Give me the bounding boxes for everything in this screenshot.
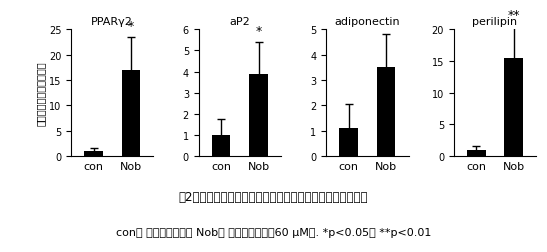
Text: *: * xyxy=(255,25,261,38)
Y-axis label: 遵伝子発現量（相対値）: 遵伝子発現量（相対値） xyxy=(36,61,46,125)
Bar xyxy=(504,58,523,156)
Text: 囲2　ノビレチンによる脂肪細胞分化関連遗伝子の発現促進: 囲2 ノビレチンによる脂肪細胞分化関連遗伝子の発現促進 xyxy=(179,190,368,203)
Title: aP2: aP2 xyxy=(229,17,250,27)
Bar xyxy=(339,129,358,156)
Title: PPARγ2: PPARγ2 xyxy=(91,17,133,27)
Bar xyxy=(84,151,103,156)
Bar xyxy=(467,150,486,156)
Title: adiponectin: adiponectin xyxy=(335,17,400,27)
Text: *: * xyxy=(128,20,134,33)
Title: perilipin: perilipin xyxy=(473,17,517,27)
Text: con； コントロール， Nob； ノビレチン　（60 μM）. *p<0.05， **p<0.01: con； コントロール， Nob； ノビレチン （60 μM）. *p<0.05… xyxy=(116,227,431,237)
Bar xyxy=(249,74,268,156)
Bar xyxy=(377,68,395,156)
Text: **: ** xyxy=(508,9,520,22)
Bar xyxy=(121,71,141,156)
Bar xyxy=(212,135,230,156)
